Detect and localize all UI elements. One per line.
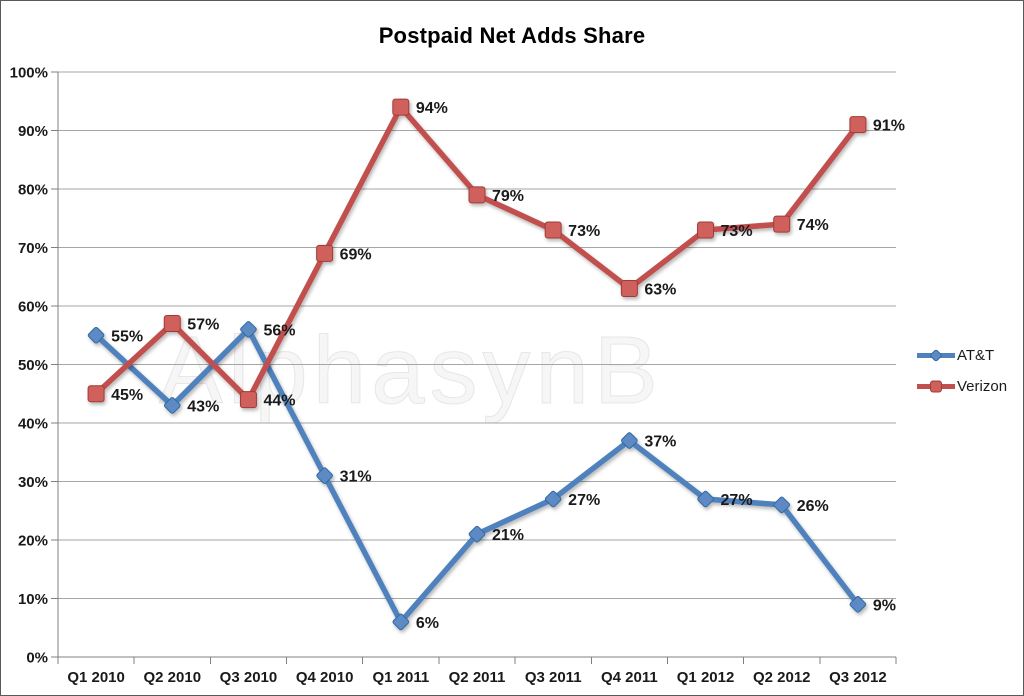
x-axis-labels: Q1 2010 Q2 2010 Q3 2010 Q4 2010 Q1 2011 Q2 20… (67, 669, 886, 686)
data-label: 45% (111, 387, 143, 404)
y-tick-label: 30% (18, 474, 48, 491)
data-label: 37% (644, 434, 676, 451)
x-tick-label: Q3 2010 (220, 669, 278, 686)
legend-item-att: AT&T (917, 347, 1007, 364)
legend-label-att: AT&T (957, 347, 995, 364)
data-label: 27% (721, 492, 753, 509)
x-tick-label: Q1 2012 (677, 669, 735, 686)
y-axis-labels: 0% 10% 20% 30% 40% 50% 60% 70% 80% 90% 100% (10, 65, 48, 667)
data-label: 9% (873, 597, 896, 614)
x-tick-label: Q1 2010 (67, 669, 125, 686)
axes (51, 71, 897, 664)
data-label: 73% (568, 223, 600, 240)
legend-item-verizon: Verizon (917, 378, 1007, 395)
data-label: 26% (797, 498, 829, 515)
data-label: 44% (263, 393, 295, 410)
y-tick-label: 70% (18, 240, 48, 257)
data-label: 31% (340, 469, 372, 486)
data-label: 6% (416, 615, 439, 632)
y-tick-label: 40% (18, 416, 48, 433)
data-label: 69% (340, 246, 372, 263)
x-tick-label: Q1 2011 (372, 669, 429, 686)
data-label: 43% (187, 398, 219, 415)
series-att (87, 321, 867, 631)
chart-title: Postpaid Net Adds Share (378, 23, 646, 48)
data-label: 94% (416, 100, 448, 117)
y-tick-label: 20% (18, 533, 48, 550)
gridlines (58, 71, 896, 599)
y-tick-label: 90% (18, 123, 48, 140)
x-tick-label: Q4 2010 (296, 669, 354, 686)
y-tick-label: 60% (18, 299, 48, 316)
data-label: 91% (873, 118, 905, 135)
data-label: 74% (797, 217, 829, 234)
verizon-line-marker-icon (917, 380, 955, 393)
legend: AT&T Verizon (917, 347, 1007, 395)
data-label: 27% (568, 492, 600, 509)
x-tick-label: Q3 2011 (525, 669, 582, 686)
data-label: 56% (263, 322, 295, 339)
x-tick-label: Q2 2011 (449, 669, 506, 686)
y-tick-label: 10% (18, 591, 48, 608)
data-label: 57% (187, 317, 219, 334)
series-verizon (87, 98, 867, 409)
data-label: 55% (111, 328, 143, 345)
y-tick-label: 80% (18, 182, 48, 199)
x-tick-label: Q2 2012 (753, 669, 811, 686)
x-tick-label: Q4 2011 (601, 669, 658, 686)
data-labels: 55% 43% 56% 31% 6% 21% 27% 37% 27% 26% 9% 45% 57% 44%… (111, 100, 905, 632)
legend-label-verizon: Verizon (957, 378, 1008, 395)
watermark-text: AlphasynB (159, 317, 663, 424)
x-tick-label: Q2 2010 (143, 669, 201, 686)
y-tick-label: 50% (18, 357, 48, 374)
y-tick-label: 100% (10, 65, 48, 82)
data-label: 63% (644, 281, 676, 298)
data-label: 21% (492, 527, 524, 544)
data-label: 73% (721, 223, 753, 240)
data-label: 79% (492, 188, 524, 205)
att-line-marker-icon (917, 349, 955, 362)
y-tick-label: 0% (26, 650, 48, 667)
x-tick-label: Q3 2012 (829, 669, 887, 686)
